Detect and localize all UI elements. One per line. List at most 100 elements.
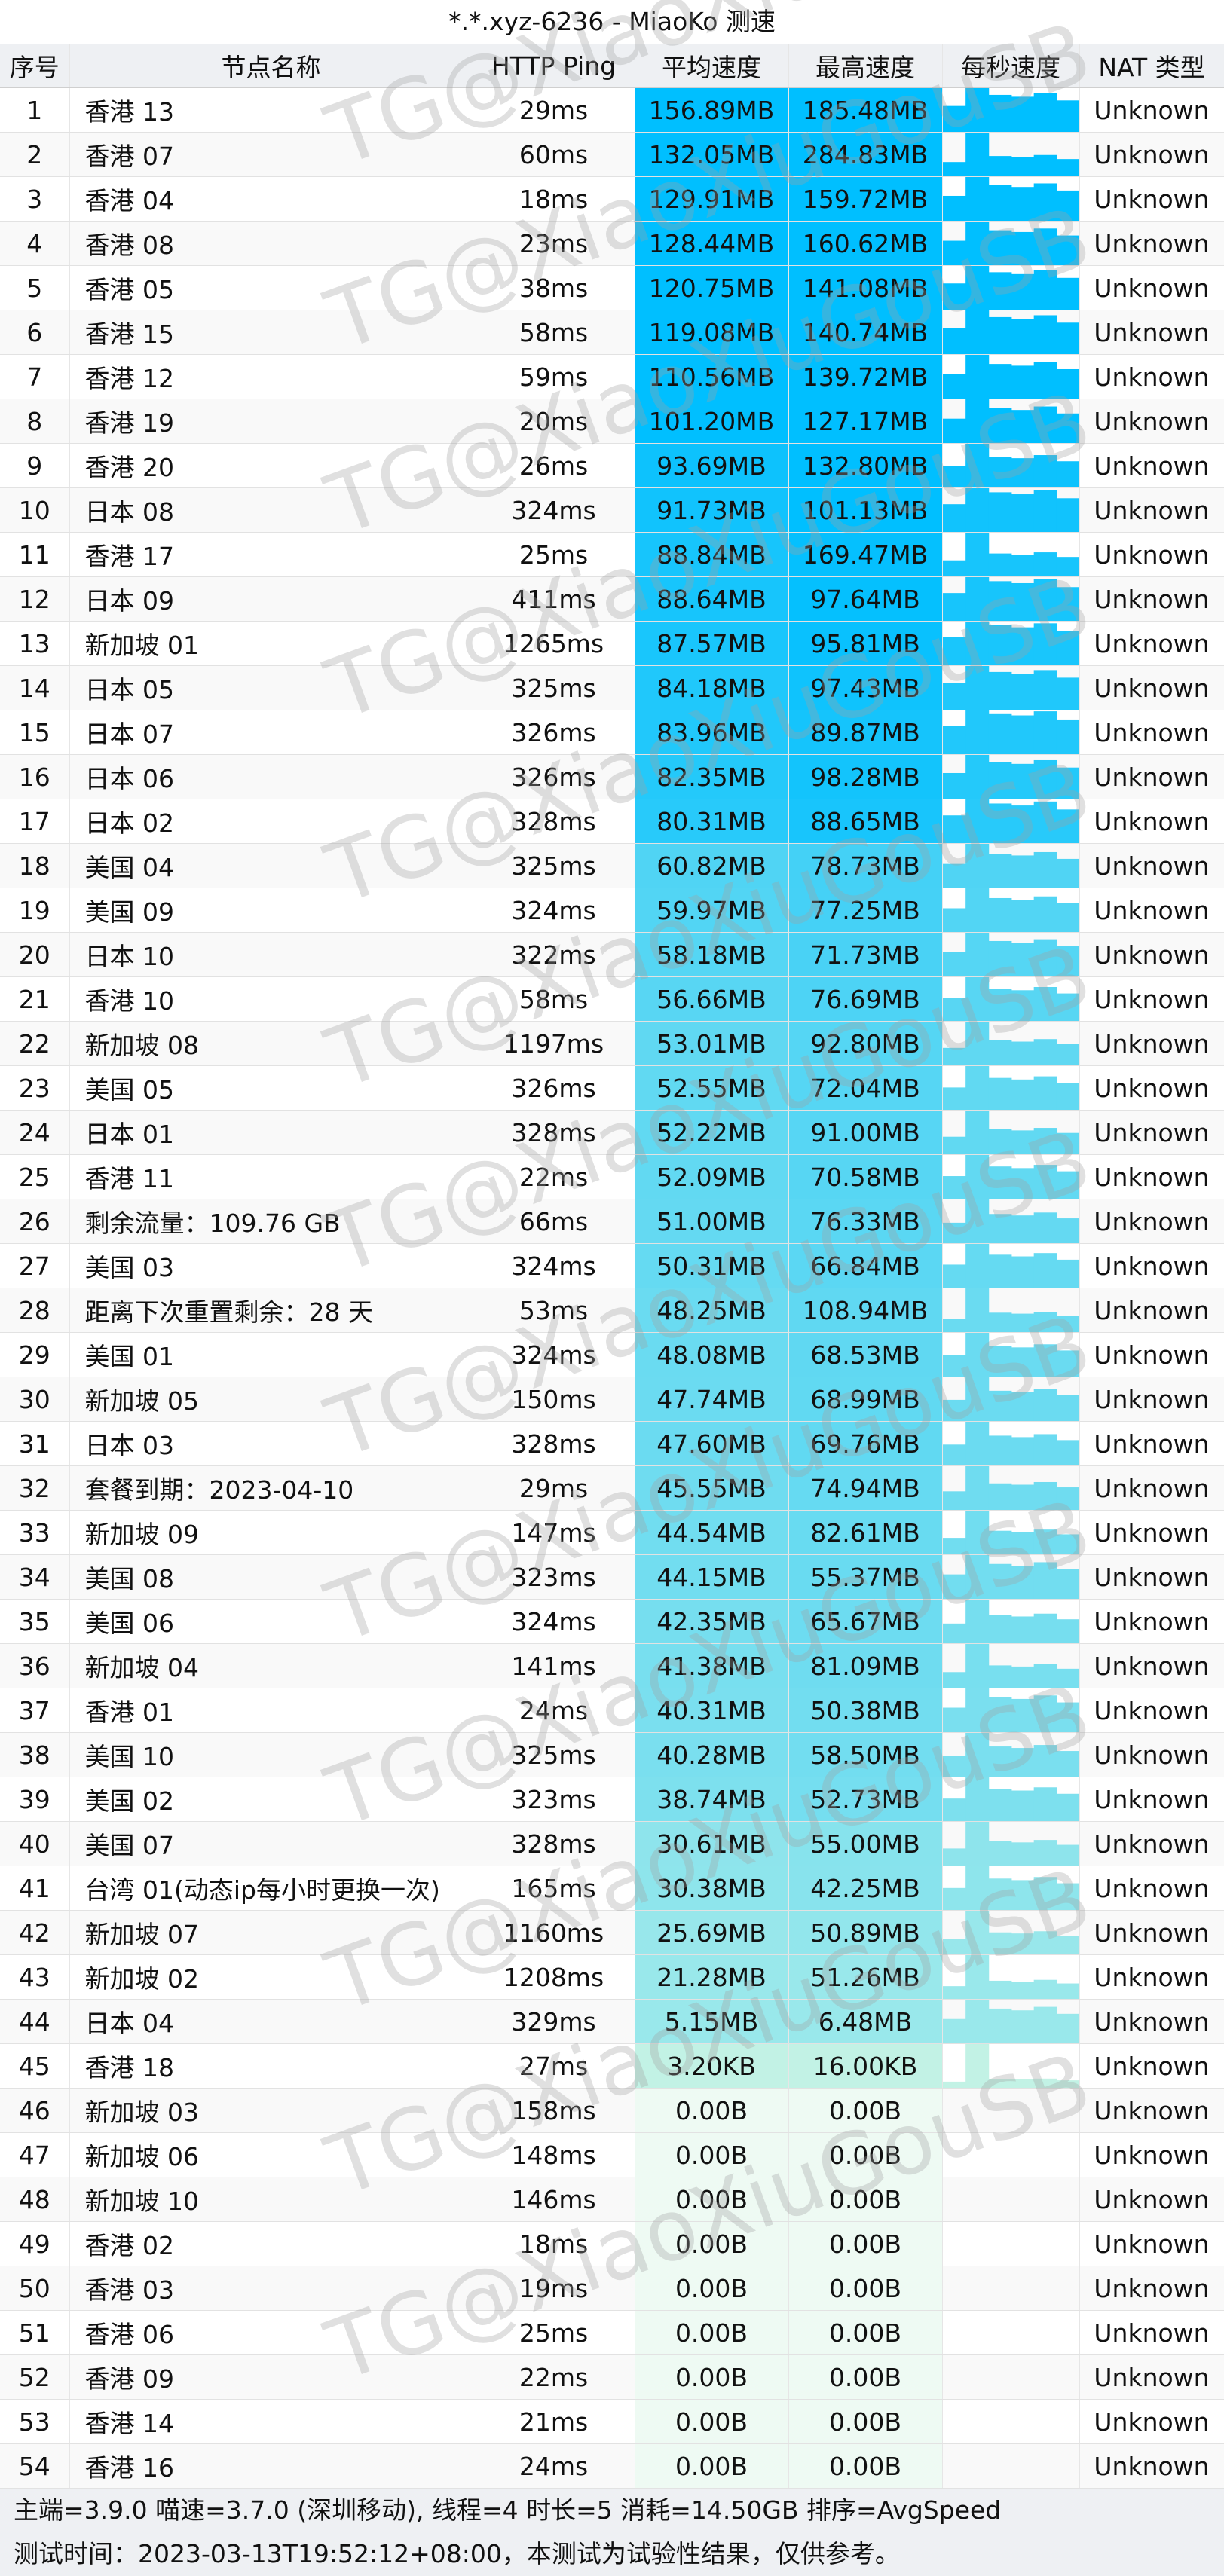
row-nat-type: Unknown bbox=[1079, 1599, 1224, 1644]
row-max-speed: 50.89MB bbox=[788, 1910, 943, 1955]
sparkline-bar bbox=[1033, 1253, 1057, 1288]
row-avg-speed: 83.96MB bbox=[635, 710, 789, 755]
table-row: 8 香港 19 20ms 101.20MB 127.17MB Unknown bbox=[0, 399, 1224, 444]
row-max-speed: 140.74MB bbox=[788, 310, 943, 355]
table-row: 54 香港 16 24ms 0.00B 0.00B Unknown bbox=[0, 2443, 1224, 2489]
row-nat-type: Unknown bbox=[1079, 310, 1224, 355]
sparkline-bar bbox=[942, 1444, 966, 1465]
row-node-name: 新加坡 06 bbox=[69, 2132, 473, 2177]
table-row: 51 香港 06 25ms 0.00B 0.00B Unknown bbox=[0, 2310, 1224, 2355]
sparkline-bar bbox=[1056, 1132, 1079, 1154]
row-nat-type: Unknown bbox=[1079, 1332, 1224, 1377]
row-node-name: 美国 04 bbox=[69, 843, 473, 888]
row-nat-type: Unknown bbox=[1079, 2354, 1224, 2400]
table-row: 12 日本 09 411ms 88.64MB 97.64MB Unknown bbox=[0, 576, 1224, 622]
row-node-name: 日本 02 bbox=[69, 799, 473, 844]
row-speed-sparkline bbox=[942, 710, 1080, 755]
row-node-name: 新加坡 01 bbox=[69, 621, 473, 666]
sparkline-bar bbox=[1011, 1933, 1035, 1954]
row-avg-speed: 120.75MB bbox=[635, 265, 789, 310]
row-http-ping: 20ms bbox=[473, 399, 635, 444]
sparkline-bar bbox=[965, 1555, 989, 1599]
sparkline-bar bbox=[1056, 413, 1079, 443]
row-node-name: 香港 16 bbox=[69, 2443, 473, 2489]
sparkline-bar bbox=[1011, 1982, 1035, 1999]
table-row: 10 日本 08 324ms 91.73MB 101.13MB Unknown bbox=[0, 487, 1224, 533]
sparkline-bar bbox=[1011, 365, 1035, 399]
sparkline-bar bbox=[1056, 159, 1079, 176]
sparkline-bar bbox=[987, 1878, 1011, 1910]
row-max-speed: 89.87MB bbox=[788, 710, 943, 755]
row-speed-sparkline bbox=[942, 1377, 1080, 1422]
sparkline-bar bbox=[965, 1333, 989, 1377]
row-node-name: 美国 10 bbox=[69, 1732, 473, 1777]
table-row: 18 美国 04 325ms 60.82MB 78.73MB Unknown bbox=[0, 843, 1224, 888]
row-speed-sparkline bbox=[942, 1999, 1080, 2044]
row-max-speed: 50.38MB bbox=[788, 1688, 943, 1733]
row-index: 15 bbox=[0, 710, 70, 755]
sparkline-bar bbox=[987, 1841, 1011, 1866]
table-row: 33 新加坡 09 147ms 44.54MB 82.61MB Unknown bbox=[0, 1510, 1224, 1555]
row-max-speed: 0.00B bbox=[788, 2088, 943, 2133]
sparkline-bar bbox=[1056, 1569, 1079, 1599]
sparkline-bar bbox=[1056, 1668, 1079, 1688]
sparkline-bar bbox=[1056, 2080, 1079, 2088]
sparkline-bar bbox=[1033, 1481, 1057, 1510]
row-nat-type: Unknown bbox=[1079, 399, 1224, 444]
row-max-speed: 0.00B bbox=[788, 2221, 943, 2266]
row-avg-speed: 82.35MB bbox=[635, 754, 789, 799]
row-max-speed: 6.48MB bbox=[788, 1999, 943, 2044]
sparkline-bar bbox=[1011, 187, 1035, 221]
table-row: 31 日本 03 328ms 47.60MB 69.76MB Unknown bbox=[0, 1421, 1224, 1466]
row-nat-type: Unknown bbox=[1079, 621, 1224, 666]
row-index: 37 bbox=[0, 1688, 70, 1733]
sparkline-bar bbox=[942, 2018, 966, 2043]
sparkline-bar bbox=[1056, 2013, 1079, 2043]
sparkline-bar bbox=[965, 888, 989, 932]
sparkline-bar bbox=[965, 2000, 989, 2043]
row-node-name: 香港 06 bbox=[69, 2310, 473, 2355]
sparkline-bar bbox=[942, 1491, 966, 1510]
results-table: 序号 节点名称 HTTP Ping 平均速度 最高速度 每秒速度 NAT 类型 … bbox=[0, 44, 1224, 2489]
sparkline-bar bbox=[965, 488, 989, 532]
sparkline-bar bbox=[987, 1932, 1011, 1954]
speed-sparkline-chart bbox=[942, 1288, 1079, 1332]
row-node-name: 香港 14 bbox=[69, 2399, 473, 2444]
row-speed-sparkline bbox=[942, 1954, 1080, 2000]
row-index: 41 bbox=[0, 1866, 70, 1911]
table-row: 52 香港 09 22ms 0.00B 0.00B Unknown bbox=[0, 2354, 1224, 2400]
row-http-ping: 328ms bbox=[473, 1421, 635, 1466]
row-speed-sparkline bbox=[942, 265, 1080, 310]
row-speed-sparkline bbox=[942, 1732, 1080, 1777]
row-node-name: 香港 04 bbox=[69, 176, 473, 222]
sparkline-bar bbox=[1033, 1434, 1057, 1465]
row-index: 40 bbox=[0, 1821, 70, 1866]
sparkline-bar bbox=[965, 844, 989, 888]
row-nat-type: Unknown bbox=[1079, 1110, 1224, 1155]
row-nat-type: Unknown bbox=[1079, 932, 1224, 977]
sparkline-bar bbox=[965, 399, 989, 443]
row-speed-sparkline bbox=[942, 754, 1080, 799]
row-http-ping: 29ms bbox=[473, 1465, 635, 1511]
row-nat-type: Unknown bbox=[1079, 1732, 1224, 1777]
row-max-speed: 74.94MB bbox=[788, 1465, 943, 1511]
row-nat-type: Unknown bbox=[1079, 1954, 1224, 2000]
sparkline-bar bbox=[1056, 1316, 1079, 1332]
row-avg-speed: 44.15MB bbox=[635, 1554, 789, 1600]
sparkline-bar bbox=[965, 666, 989, 710]
table-row: 23 美国 05 326ms 52.55MB 72.04MB Unknown bbox=[0, 1065, 1224, 1111]
row-index: 3 bbox=[0, 176, 70, 222]
row-speed-sparkline bbox=[942, 532, 1080, 577]
table-row: 16 日本 06 326ms 82.35MB 98.28MB Unknown bbox=[0, 754, 1224, 799]
row-node-name: 距离下次重置剩余：28 天 bbox=[69, 1288, 473, 1333]
row-speed-sparkline bbox=[942, 799, 1080, 844]
row-nat-type: Unknown bbox=[1079, 1999, 1224, 2044]
sparkline-bar bbox=[987, 2079, 1011, 2088]
row-http-ping: 29ms bbox=[473, 87, 635, 133]
sparkline-bar bbox=[1011, 855, 1035, 888]
sparkline-bar bbox=[1056, 1218, 1079, 1243]
table-row: 3 香港 04 18ms 129.91MB 159.72MB Unknown bbox=[0, 176, 1224, 222]
row-nat-type: Unknown bbox=[1079, 1199, 1224, 1244]
sparkline-bar bbox=[1033, 851, 1057, 888]
row-node-name: 新加坡 05 bbox=[69, 1377, 473, 1422]
